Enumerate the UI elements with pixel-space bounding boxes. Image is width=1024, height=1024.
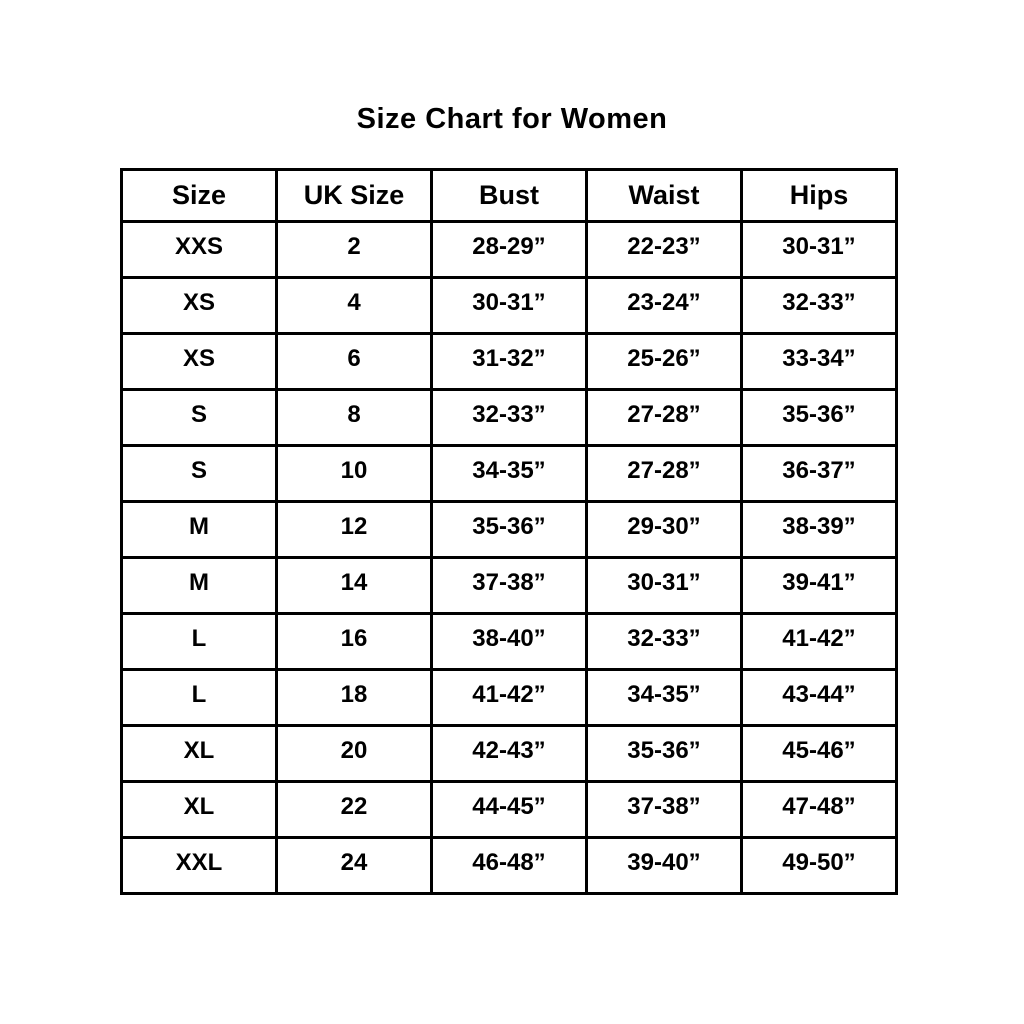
table-cell: 39-40” bbox=[585, 836, 743, 895]
column-header: UK Size bbox=[275, 168, 433, 223]
table-cell: 32-33” bbox=[585, 612, 743, 671]
table-cell: 22 bbox=[275, 780, 433, 839]
table-cell: 30-31” bbox=[740, 220, 898, 279]
table-cell: 25-26” bbox=[585, 332, 743, 391]
table-cell: 38-39” bbox=[740, 500, 898, 559]
table-cell: 12 bbox=[275, 500, 433, 559]
table-cell: S bbox=[120, 388, 278, 447]
size-table-body: XXS 2 28-29” 22-23” 30-31” XS 4 30-31” 23-24” 32-… bbox=[120, 220, 898, 895]
table-cell: 37-38” bbox=[585, 780, 743, 839]
table-row: XXS 2 28-29” 22-23” 30-31” bbox=[120, 220, 898, 279]
table-cell: 34-35” bbox=[430, 444, 588, 503]
table-cell: 2 bbox=[275, 220, 433, 279]
table-cell: 14 bbox=[275, 556, 433, 615]
table-row: M 14 37-38” 30-31” 39-41” bbox=[120, 556, 898, 615]
table-cell: 28-29” bbox=[430, 220, 588, 279]
table-row: XL 20 42-43” 35-36” 45-46” bbox=[120, 724, 898, 783]
table-cell: 33-34” bbox=[740, 332, 898, 391]
table-cell: XXL bbox=[120, 836, 278, 895]
table-cell: M bbox=[120, 556, 278, 615]
table-row: L 16 38-40” 32-33” 41-42” bbox=[120, 612, 898, 671]
table-cell: XXS bbox=[120, 220, 278, 279]
table-cell: 34-35” bbox=[585, 668, 743, 727]
table-cell: 23-24” bbox=[585, 276, 743, 335]
table-cell: 45-46” bbox=[740, 724, 898, 783]
table-row: XS 6 31-32” 25-26” 33-34” bbox=[120, 332, 898, 391]
column-header: Waist bbox=[585, 168, 743, 223]
table-cell: 27-28” bbox=[585, 388, 743, 447]
table-cell: XL bbox=[120, 780, 278, 839]
table-cell: M bbox=[120, 500, 278, 559]
table-row: S 10 34-35” 27-28” 36-37” bbox=[120, 444, 898, 503]
table-cell: 31-32” bbox=[430, 332, 588, 391]
table-cell: 46-48” bbox=[430, 836, 588, 895]
header-row: Size UK Size Bust Waist Hips bbox=[120, 168, 898, 223]
table-cell: L bbox=[120, 612, 278, 671]
size-table: Size UK Size Bust Waist Hips XXS 2 28-29” 22-23… bbox=[120, 168, 898, 895]
table-cell: 37-38” bbox=[430, 556, 588, 615]
table-cell: 49-50” bbox=[740, 836, 898, 895]
table-cell: 35-36” bbox=[430, 500, 588, 559]
column-header: Hips bbox=[740, 168, 898, 223]
table-cell: 10 bbox=[275, 444, 433, 503]
table-cell: 38-40” bbox=[430, 612, 588, 671]
table-row: XS 4 30-31” 23-24” 32-33” bbox=[120, 276, 898, 335]
table-cell: 22-23” bbox=[585, 220, 743, 279]
table-cell: 30-31” bbox=[585, 556, 743, 615]
column-header: Bust bbox=[430, 168, 588, 223]
table-cell: 36-37” bbox=[740, 444, 898, 503]
table-cell: 35-36” bbox=[585, 724, 743, 783]
table-cell: 6 bbox=[275, 332, 433, 391]
table-cell: 32-33” bbox=[740, 276, 898, 335]
table-cell: 47-48” bbox=[740, 780, 898, 839]
size-table-head: Size UK Size Bust Waist Hips bbox=[120, 168, 898, 223]
table-cell: 27-28” bbox=[585, 444, 743, 503]
table-cell: 43-44” bbox=[740, 668, 898, 727]
table-cell: 30-31” bbox=[430, 276, 588, 335]
table-cell: 35-36” bbox=[740, 388, 898, 447]
table-cell: 29-30” bbox=[585, 500, 743, 559]
table-cell: L bbox=[120, 668, 278, 727]
table-cell: XL bbox=[120, 724, 278, 783]
table-cell: 41-42” bbox=[430, 668, 588, 727]
table-cell: 24 bbox=[275, 836, 433, 895]
column-header: Size bbox=[120, 168, 278, 223]
table-cell: 42-43” bbox=[430, 724, 588, 783]
table-cell: 4 bbox=[275, 276, 433, 335]
table-row: M 12 35-36” 29-30” 38-39” bbox=[120, 500, 898, 559]
table-cell: 20 bbox=[275, 724, 433, 783]
table-cell: XS bbox=[120, 276, 278, 335]
table-row: XXL 24 46-48” 39-40” 49-50” bbox=[120, 836, 898, 895]
table-cell: 41-42” bbox=[740, 612, 898, 671]
table-cell: 8 bbox=[275, 388, 433, 447]
table-cell: 16 bbox=[275, 612, 433, 671]
table-cell: 39-41” bbox=[740, 556, 898, 615]
table-cell: 18 bbox=[275, 668, 433, 727]
table-cell: S bbox=[120, 444, 278, 503]
table-row: L 18 41-42” 34-35” 43-44” bbox=[120, 668, 898, 727]
page-title: Size Chart for Women bbox=[356, 103, 668, 135]
table-row: XL 22 44-45” 37-38” 47-48” bbox=[120, 780, 898, 839]
table-row: S 8 32-33” 27-28” 35-36” bbox=[120, 388, 898, 447]
table-cell: 32-33” bbox=[430, 388, 588, 447]
table-cell: 44-45” bbox=[430, 780, 588, 839]
table-cell: XS bbox=[120, 332, 278, 391]
